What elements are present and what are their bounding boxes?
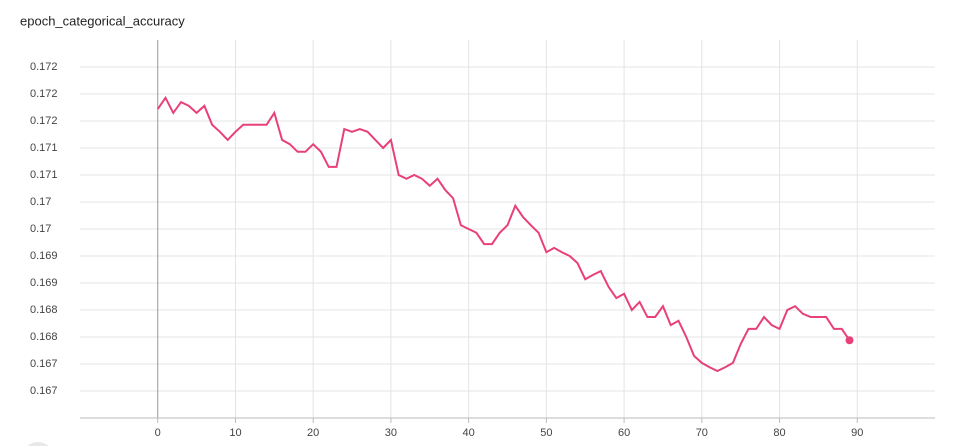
x-tick-label: 60 xyxy=(618,427,630,439)
x-tick-label: 10 xyxy=(229,427,241,439)
y-tick-label: 0.168 xyxy=(30,304,58,316)
y-tick-label: 0.172 xyxy=(30,115,58,127)
line xyxy=(156,95,851,373)
x-tick-label: 50 xyxy=(540,427,552,439)
x-tick-label: 90 xyxy=(851,427,863,439)
x-tick-label: 40 xyxy=(463,427,475,439)
x-tick-label: 70 xyxy=(696,427,708,439)
toggle-button[interactable] xyxy=(22,442,54,446)
y-tick-label: 0.171 xyxy=(30,142,58,154)
x-tick-label: 80 xyxy=(773,427,785,439)
y-tick-label: 0.169 xyxy=(30,250,58,262)
y-tick-label: 0.171 xyxy=(30,169,58,181)
x-tick-label: 0 xyxy=(155,427,161,439)
y-tick-label: 0.168 xyxy=(30,331,58,343)
y-tick-label: 0.17 xyxy=(30,223,51,235)
y-tick-label: 0.167 xyxy=(30,358,58,370)
y-tick-label: 0.172 xyxy=(30,61,58,73)
end-point xyxy=(845,336,854,345)
y-tick-label: 0.172 xyxy=(30,88,58,100)
y-tick-label: 0.17 xyxy=(30,196,51,208)
chart-title: epoch_categorical_accuracy xyxy=(20,13,185,28)
x-tick-label: 20 xyxy=(307,427,319,439)
x-tick-label: 30 xyxy=(385,427,397,439)
y-tick-label: 0.167 xyxy=(30,385,58,397)
y-tick-label: 0.169 xyxy=(30,277,58,289)
